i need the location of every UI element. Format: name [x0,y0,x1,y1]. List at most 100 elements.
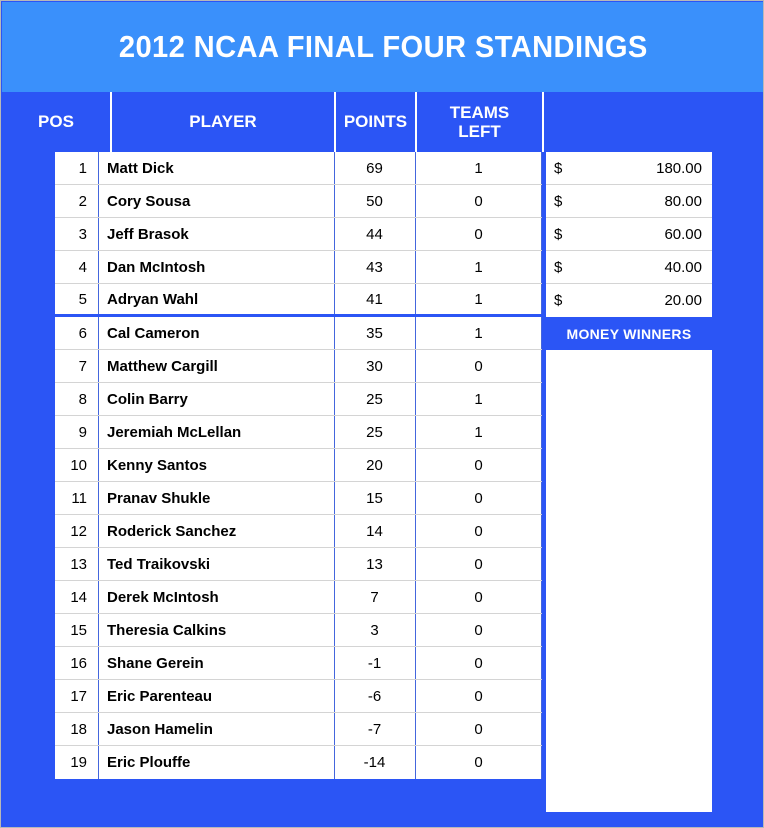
column-divider [98,581,99,613]
column-divider [334,482,335,514]
table-row[interactable]: 8 Colin Barry 25 1 [55,383,542,416]
column-divider [334,746,335,779]
cell-position: 19 [70,754,87,771]
table-row[interactable]: 16 Shane Gerein -1 0 [55,647,542,680]
table-row[interactable]: 4 Dan McIntosh 43 1 [55,251,542,284]
standings-table-body: 1 Matt Dick 69 1 2 Cory Sousa 50 0 3 Jeff Brasok 4… [55,152,542,779]
cell-position: 3 [78,225,87,243]
table-row[interactable]: 2 Cory Sousa 50 0 [55,185,542,218]
column-divider [334,515,335,547]
cell-teams-left: 0 [474,357,483,375]
header-divider [110,92,112,152]
cell-position: 14 [70,588,87,606]
cell-points: -14 [363,754,386,771]
column-header-pos[interactable]: POS [38,112,74,132]
payout-row: $60.00 [546,218,712,251]
currency-symbol: $ [554,292,563,309]
cell-teams-left: 1 [474,324,483,342]
column-divider [541,713,542,745]
payout-row: $80.00 [546,185,712,218]
cell-position: 12 [70,522,87,540]
column-divider [541,482,542,514]
cell-teams-left: 0 [474,489,483,507]
column-divider [415,482,416,514]
column-divider [334,647,335,679]
cell-teams-left: 1 [474,258,483,276]
column-divider [415,350,416,382]
column-header-money[interactable] [544,92,763,152]
cell-player-name: Adryan Wahl [107,290,199,308]
cell-position: 9 [78,423,87,441]
column-divider [415,614,416,646]
column-header-points[interactable]: POINTS [343,112,408,132]
table-row[interactable]: 15 Theresia Calkins 3 0 [55,614,542,647]
cell-teams-left: 1 [474,390,483,408]
table-row[interactable]: 9 Jeremiah McLellan 25 1 [55,416,542,449]
table-row[interactable]: 10 Kenny Santos 20 0 [55,449,542,482]
cell-teams-left: 0 [474,588,483,606]
cell-player-name: Eric Parenteau [107,687,213,705]
column-divider [334,284,335,314]
teams-left-line-1: TEAMS [449,102,510,122]
cell-points: 50 [366,192,383,210]
column-divider [334,713,335,745]
cell-points: 20 [366,456,383,474]
table-row[interactable]: 7 Matthew Cargill 30 0 [55,350,542,383]
cell-points: 25 [366,390,383,408]
cell-points: 41 [366,290,383,308]
table-row[interactable]: 3 Jeff Brasok 44 0 [55,218,542,251]
column-divider [415,317,416,349]
column-divider [415,152,416,184]
cell-position: 8 [78,390,87,408]
cell-points: 13 [366,555,383,573]
table-row[interactable]: 12 Roderick Sanchez 14 0 [55,515,542,548]
column-divider [415,416,416,448]
payout-amount: 40.00 [664,258,702,276]
cell-points: 3 [370,621,379,639]
cell-player-name: Ted Traikovski [107,555,211,573]
table-row[interactable]: 5 Adryan Wahl 41 1 [55,284,542,317]
currency-symbol: $ [554,159,563,177]
currency-symbol: $ [554,258,563,276]
cell-points: 35 [366,324,383,342]
column-divider [541,284,542,314]
table-row[interactable]: 19 Eric Plouffe -14 0 [55,746,542,779]
column-divider [415,515,416,547]
column-divider [541,416,542,448]
payout-row: $180.00 [546,152,712,185]
payout-row: $40.00 [546,251,712,284]
cell-position: 1 [78,159,87,177]
column-divider [98,515,99,547]
column-divider [541,581,542,613]
column-divider [98,482,99,514]
cell-teams-left: 0 [474,192,483,210]
cell-position: 17 [70,687,87,705]
table-row[interactable]: 17 Eric Parenteau -6 0 [55,680,542,713]
column-header-player[interactable]: PLAYER [189,112,257,132]
cell-points: 30 [366,357,383,375]
column-divider [334,680,335,712]
column-divider [98,185,99,217]
cell-player-name: Matt Dick [107,159,174,177]
cell-player-name: Jeff Brasok [107,225,189,243]
payout-amount: 20.00 [664,292,702,309]
column-header-teams-left[interactable]: TEAMS LEFT [417,92,542,152]
table-row[interactable]: 14 Derek McIntosh 7 0 [55,581,542,614]
table-row[interactable]: 6 Cal Cameron 35 1 [55,317,542,350]
cell-teams-left: 0 [474,522,483,540]
table-header-row: POS PLAYER POINTS TEAMS LEFT [2,92,763,152]
cell-position: 18 [70,720,87,738]
column-divider [541,449,542,481]
column-divider [98,614,99,646]
column-divider [98,218,99,250]
table-row[interactable]: 13 Ted Traikovski 13 0 [55,548,542,581]
cell-position: 10 [70,456,87,474]
cell-position: 15 [70,621,87,639]
table-row[interactable]: 18 Jason Hamelin -7 0 [55,713,542,746]
column-divider [98,317,99,349]
cell-player-name: Roderick Sanchez [107,522,237,540]
table-row[interactable]: 1 Matt Dick 69 1 [55,152,542,185]
header-divider [415,92,417,152]
table-row[interactable]: 11 Pranav Shukle 15 0 [55,482,542,515]
